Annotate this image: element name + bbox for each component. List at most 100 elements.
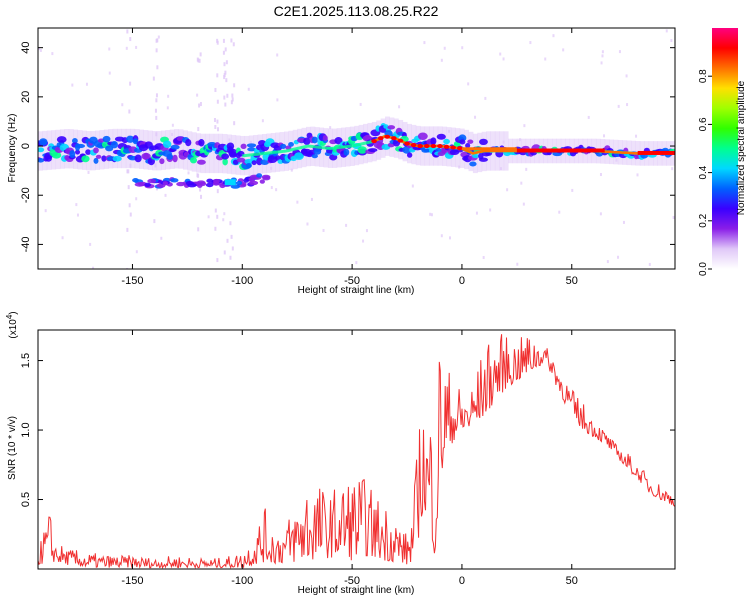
streak-cell <box>153 219 156 224</box>
x-tick-label: -50 <box>344 275 360 287</box>
ridge-peak-dot <box>404 141 410 146</box>
ridge-blob <box>162 140 172 148</box>
ridge-blob <box>228 148 238 157</box>
ridge-blob <box>288 141 294 147</box>
speckle <box>108 71 111 75</box>
streak-cell <box>126 29 129 34</box>
ridge-blob <box>436 133 446 140</box>
ridge-halo <box>99 130 105 170</box>
ridge-blob <box>467 139 474 144</box>
speckle <box>248 174 251 178</box>
ridge-blob <box>459 139 466 145</box>
secondary-band-blob <box>206 178 214 184</box>
speckle <box>502 57 505 61</box>
streak-cell <box>229 221 232 226</box>
speckle <box>61 236 64 240</box>
streak-cell <box>155 48 158 53</box>
streak-cell <box>214 208 217 213</box>
ridge-blob <box>198 138 205 147</box>
speckle <box>329 126 332 130</box>
speckle <box>187 171 190 175</box>
streak-cell <box>213 117 216 122</box>
streak-cell <box>223 95 226 100</box>
speckle <box>672 215 675 219</box>
speckle <box>121 103 124 107</box>
streak-cell <box>223 62 226 67</box>
speckle <box>622 220 625 224</box>
ridge-peak-dot <box>443 144 450 149</box>
y-multiplier-base: (x10 <box>8 319 19 339</box>
speckle <box>506 188 509 192</box>
snr-layer <box>38 334 675 569</box>
colorbar-tick-label: 0.0 <box>698 262 709 276</box>
ridge-blob <box>260 159 270 165</box>
speckle <box>552 34 555 38</box>
speckle <box>603 134 606 138</box>
speckle <box>562 48 565 52</box>
colorbar-tick-label: 0.2 <box>698 213 709 227</box>
streak-cell <box>222 50 225 55</box>
ridge-blob <box>190 157 198 164</box>
y-tick-label: -20 <box>20 187 32 203</box>
ridge-blob <box>75 149 81 155</box>
ridge-halo <box>182 130 188 170</box>
speckle <box>671 167 674 171</box>
speckle <box>606 260 609 264</box>
ridge-blob <box>430 137 437 145</box>
ridge-blob <box>172 154 178 163</box>
ridge-halo <box>112 128 118 169</box>
streak-cell <box>200 194 203 199</box>
ridge-peak-band <box>637 150 675 155</box>
streak-cell <box>126 227 129 232</box>
speckle <box>516 262 519 266</box>
streak-cell <box>216 119 219 124</box>
ridge-blob <box>406 152 413 158</box>
figure-title: C2E1.2025.113.08.25.R22 <box>273 3 439 19</box>
streak-cell <box>152 76 155 81</box>
speckle <box>411 184 414 188</box>
streak-cell <box>214 87 217 92</box>
ridge-blob <box>51 151 62 159</box>
speckle <box>636 173 639 177</box>
ridge-peak-dot <box>377 136 384 141</box>
ridge-halo <box>152 131 158 171</box>
speckle <box>529 41 532 45</box>
speckle <box>355 261 358 265</box>
speckle <box>276 53 279 57</box>
x-tick-label: -150 <box>121 275 143 287</box>
streak-cell <box>231 93 234 98</box>
ridge-blob <box>465 142 471 149</box>
ridge-blob <box>197 159 206 165</box>
streak-cell <box>196 173 199 178</box>
streak-cell <box>199 102 202 107</box>
streak-cell <box>129 37 132 42</box>
ridge-blob <box>185 138 192 147</box>
ridge-peak-dot <box>397 138 404 143</box>
speckle <box>467 82 470 86</box>
ridge-blob <box>267 155 278 164</box>
ridge-blob <box>417 132 428 141</box>
ridge-halo <box>81 130 87 170</box>
ridge-blob <box>357 146 367 154</box>
x-tick-label: 0 <box>459 275 465 287</box>
streak-cell <box>230 100 233 105</box>
secondary-band-blob <box>248 180 259 186</box>
ridge-blob <box>368 148 378 153</box>
ridge-blob <box>112 155 122 162</box>
y-axis-label: SNR (10 * v/v) <box>7 416 18 480</box>
x-tick-label: 50 <box>566 275 578 287</box>
ridge-blob <box>101 155 107 162</box>
speckle <box>75 203 78 207</box>
speckle <box>475 211 478 215</box>
x-tick-label: -100 <box>231 575 253 587</box>
ridge-halo <box>209 133 215 174</box>
ridge-blob <box>334 137 343 145</box>
colorbar-tick-label: 0.8 <box>698 69 709 83</box>
streak-cell <box>216 73 219 78</box>
speckle <box>164 193 167 197</box>
speckle <box>484 96 487 100</box>
streak-cell <box>199 187 202 192</box>
speckle <box>125 46 128 50</box>
snr-series-line <box>38 334 675 569</box>
speckle <box>222 218 225 222</box>
